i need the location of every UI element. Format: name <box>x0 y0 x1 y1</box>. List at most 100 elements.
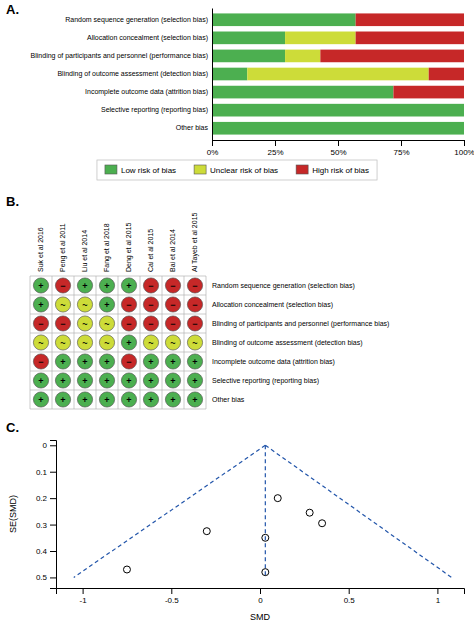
cell-marker <box>33 316 48 331</box>
point <box>123 566 130 573</box>
cell-marker <box>33 354 48 369</box>
cell-marker <box>55 297 70 312</box>
bar-segment <box>464 104 465 117</box>
cell-symbol: + <box>38 300 43 310</box>
tick-label: 0 <box>258 596 263 605</box>
cell-marker <box>55 392 70 407</box>
cell-symbol: − <box>192 281 197 291</box>
cell-marker <box>33 392 48 407</box>
tick: 0.1 <box>36 468 56 477</box>
cell-symbol: − <box>170 319 175 329</box>
cell-marker <box>187 392 202 407</box>
funnel-line <box>265 445 266 577</box>
cell-symbol: − <box>126 319 131 329</box>
row-label: Selective reporting (reporting bias) <box>212 377 319 385</box>
cell-marker <box>55 316 70 331</box>
chart-root: A.0%25%50%75%100%Random sequence generat… <box>0 0 474 632</box>
grid-line <box>52 276 53 409</box>
bar-segment <box>464 122 465 135</box>
grid-line <box>206 276 207 409</box>
cell-marker <box>55 278 70 293</box>
bar-segment <box>247 68 428 81</box>
legend-swatch <box>194 165 206 174</box>
cell-marker <box>165 297 180 312</box>
grid-line <box>184 276 185 409</box>
grid-line <box>140 276 141 409</box>
cell-marker <box>165 392 180 407</box>
cell-marker <box>165 316 180 331</box>
tick: 0% <box>207 140 219 157</box>
cell-marker <box>121 354 136 369</box>
cell-marker <box>121 316 136 331</box>
row-label: Blinding of participants and personnel (… <box>212 320 389 328</box>
cell-symbol: + <box>82 281 87 291</box>
tick-label: 0.5 <box>344 596 356 605</box>
tick-label: 50% <box>330 148 346 157</box>
cell-marker <box>99 297 114 312</box>
cell-symbol: + <box>192 376 197 386</box>
grid-line <box>74 276 75 409</box>
row-label: Blinding of outcome assessment (detectio… <box>212 339 363 347</box>
tick-label: Selective reporting (reporting bias) <box>101 106 208 114</box>
cell-marker <box>187 373 202 388</box>
cell-marker <box>99 335 114 350</box>
cell-symbol: + <box>148 357 153 367</box>
cell-symbol: ~ <box>170 338 175 348</box>
cell-marker <box>165 278 180 293</box>
cell-symbol: − <box>38 357 43 367</box>
legend-swatch <box>105 165 117 174</box>
cell-symbol: − <box>148 281 153 291</box>
cell-marker <box>187 278 202 293</box>
bar-segment <box>464 122 465 135</box>
axis-line <box>212 9 213 141</box>
cell-symbol: + <box>170 395 175 405</box>
axis-line <box>57 589 465 595</box>
cell-symbol: + <box>126 376 131 386</box>
cell-symbol: − <box>38 319 43 329</box>
cell-symbol: + <box>170 357 175 367</box>
cell-marker <box>143 373 158 388</box>
tick-label: Allocation concealment (selection bias) <box>87 34 208 42</box>
cell-symbol: + <box>104 357 109 367</box>
tick-label: Random sequence generation (selection bi… <box>65 16 208 24</box>
panel-title: B. <box>6 194 19 209</box>
cell-marker <box>77 316 92 331</box>
cell-marker <box>187 335 202 350</box>
tick: 0.4 <box>36 547 56 556</box>
bar-segment <box>464 104 465 117</box>
bar-segment <box>212 86 393 99</box>
point <box>262 534 269 541</box>
tick-mark <box>50 551 56 552</box>
tick-mark <box>401 140 402 146</box>
tick: Selective reporting (reporting bias) <box>101 106 212 114</box>
tick: 0.5 <box>344 588 356 605</box>
legend-item: Unclear risk of bias <box>194 165 278 175</box>
cell-symbol: + <box>126 395 131 405</box>
bar-segment <box>212 32 285 45</box>
tick-label: 25% <box>267 148 283 157</box>
cell-symbol: ~ <box>82 319 87 329</box>
cell-marker <box>121 335 136 350</box>
column-label: Cai et al 2015 <box>147 229 154 272</box>
cell-marker <box>77 278 92 293</box>
bar-segment <box>212 122 464 135</box>
cell-symbol: + <box>60 395 65 405</box>
cell-symbol: + <box>60 376 65 386</box>
cell-marker <box>99 373 114 388</box>
cell-symbol: + <box>60 357 65 367</box>
bar-segment <box>429 68 464 81</box>
cell-marker <box>187 297 202 312</box>
cell-marker <box>77 392 92 407</box>
tick-mark <box>464 140 465 146</box>
tick-label: 100% <box>454 148 474 157</box>
tick-mark <box>50 445 56 446</box>
tick: -1 <box>80 588 88 605</box>
column-label: Liu et al 2014 <box>81 230 88 272</box>
tick: 0.3 <box>36 521 56 530</box>
cell-marker <box>187 316 202 331</box>
cell-marker <box>33 278 48 293</box>
point <box>274 495 281 502</box>
cell-marker <box>143 316 158 331</box>
bar-segment <box>320 50 464 63</box>
grid-line <box>118 276 119 409</box>
